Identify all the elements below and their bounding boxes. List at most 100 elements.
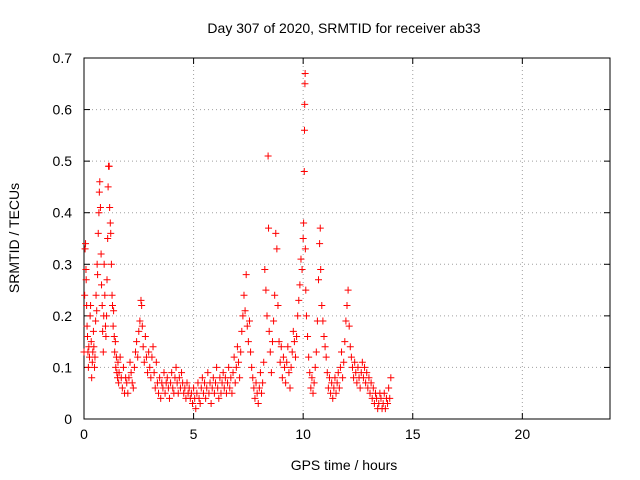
data-point — [130, 363, 138, 371]
data-point — [190, 384, 198, 392]
data-point — [300, 219, 308, 227]
data-point — [213, 363, 221, 371]
data-point — [276, 358, 284, 366]
data-point — [145, 348, 153, 356]
data-point — [207, 400, 215, 408]
data-point — [315, 276, 323, 284]
data-point — [265, 224, 273, 232]
data-point — [274, 302, 282, 310]
data-point — [256, 369, 264, 377]
data-point — [165, 394, 173, 402]
data-point — [286, 384, 294, 392]
data-point — [298, 265, 306, 273]
data-point — [266, 348, 274, 356]
data-point — [329, 394, 337, 402]
plot-frame — [83, 57, 611, 420]
data-point — [101, 291, 109, 299]
data-point — [209, 374, 217, 382]
data-point — [307, 384, 315, 392]
data-point — [89, 327, 97, 335]
data-point — [202, 394, 210, 402]
data-point — [147, 374, 155, 382]
data-point — [134, 353, 142, 361]
x-tick-label: 15 — [405, 426, 421, 442]
data-point — [82, 276, 90, 284]
data-point — [312, 348, 320, 356]
data-point — [214, 384, 222, 392]
data-point — [367, 379, 375, 387]
data-point — [289, 327, 297, 335]
x-tick-label: 10 — [295, 426, 311, 442]
data-point — [126, 358, 134, 366]
data-point — [317, 265, 325, 273]
data-point — [341, 338, 349, 346]
data-point — [345, 322, 353, 330]
data-point — [227, 374, 235, 382]
data-point — [97, 250, 105, 258]
data-point — [311, 363, 319, 371]
data-point — [258, 389, 266, 397]
data-point — [300, 167, 308, 175]
data-point — [231, 379, 239, 387]
data-point — [332, 389, 340, 397]
data-point — [353, 379, 361, 387]
data-point — [212, 379, 219, 387]
data-point — [137, 296, 145, 304]
data-point — [316, 224, 324, 232]
y-axis-label: SRMTID / TECUs — [6, 183, 22, 293]
data-point — [139, 343, 147, 351]
data-point — [188, 400, 196, 408]
data-point — [241, 307, 249, 315]
data-point — [107, 260, 115, 268]
data-point — [103, 276, 111, 284]
data-point — [304, 332, 312, 340]
data-point — [210, 389, 218, 397]
y-tick-label: 0.6 — [53, 102, 73, 118]
data-point — [87, 338, 95, 346]
data-point — [335, 384, 343, 392]
data-point — [336, 363, 344, 371]
data-point — [103, 312, 111, 320]
data-point — [99, 348, 107, 356]
data-point — [94, 229, 102, 237]
data-point — [215, 394, 223, 402]
data-point — [301, 80, 309, 88]
data-point — [155, 389, 163, 397]
data-point — [369, 384, 377, 392]
data-point — [299, 235, 307, 242]
data-point — [198, 374, 206, 382]
data-point — [84, 332, 92, 340]
data-point — [320, 332, 328, 340]
y-tick-label: 0.7 — [53, 50, 73, 66]
data-point — [124, 389, 132, 397]
data-point — [192, 405, 200, 413]
data-point — [81, 291, 89, 299]
grid-lines — [84, 58, 610, 419]
data-point — [251, 394, 259, 402]
data-point — [93, 307, 101, 315]
data-point — [264, 152, 272, 160]
data-point — [297, 255, 305, 263]
data-point — [138, 302, 146, 310]
data-point — [268, 338, 276, 346]
data-point — [89, 348, 97, 356]
data-point — [167, 379, 175, 387]
data-point — [82, 240, 90, 248]
data-point — [225, 363, 233, 371]
data-point — [294, 312, 302, 320]
data-point — [387, 374, 395, 382]
data-point — [149, 343, 157, 351]
data-point — [262, 286, 270, 294]
data-point — [110, 332, 118, 340]
data-point — [282, 379, 290, 387]
data-point — [342, 317, 350, 325]
data-point — [295, 296, 303, 304]
data-point — [111, 348, 119, 356]
data-point — [245, 317, 253, 325]
data-point — [247, 348, 255, 356]
data-point — [98, 281, 106, 289]
data-point — [125, 374, 133, 382]
data-point — [306, 369, 314, 377]
data-point — [318, 302, 326, 310]
data-point — [172, 363, 180, 371]
